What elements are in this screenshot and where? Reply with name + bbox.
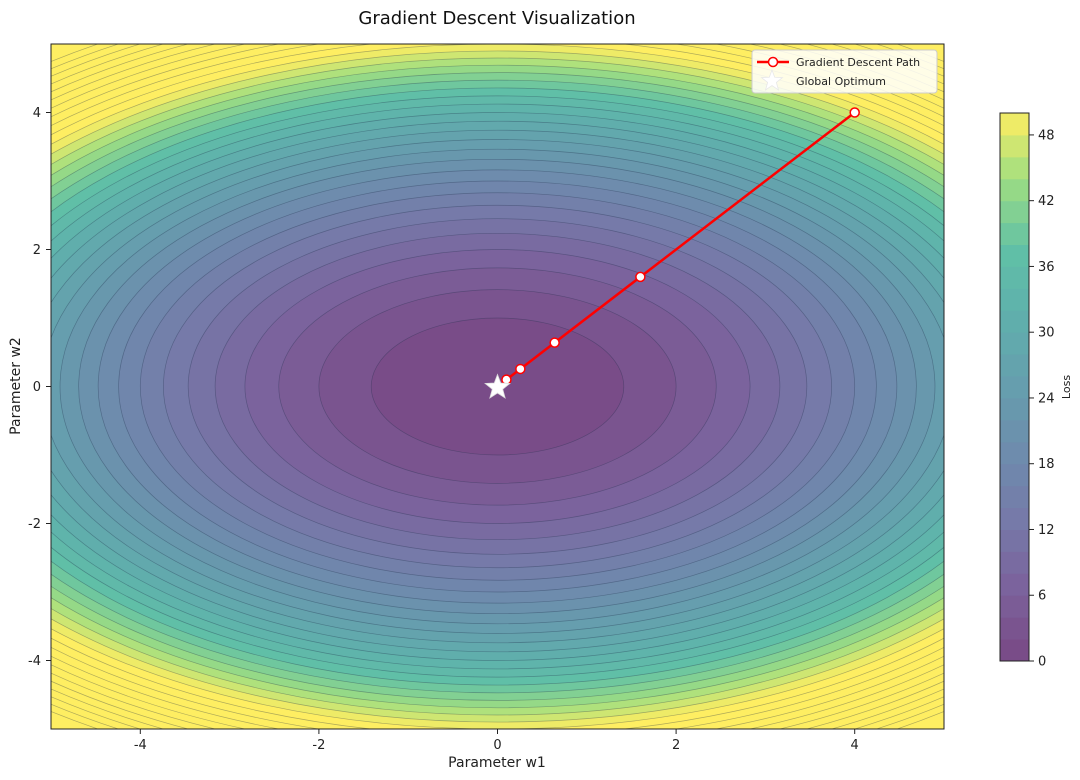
colorbar-band [1000, 156, 1029, 180]
legend-star-icon [760, 68, 784, 91]
colorbar-band [1000, 639, 1029, 662]
contour-line [51, 72, 944, 701]
colorbar-tick-label: 48 [1038, 128, 1055, 143]
contour-line [51, 103, 944, 670]
global-optimum-star [484, 373, 511, 399]
colorbar-band [1000, 485, 1029, 509]
contour-line [318, 289, 677, 484]
contour-line [51, 120, 944, 653]
colorbar-band [1000, 397, 1029, 421]
gradient-descent-point [635, 271, 646, 283]
legend: Gradient Descent Path Global Optimum [751, 49, 938, 94]
colorbar-band [1000, 332, 1029, 355]
colorbar-tick-label: 6 [1038, 589, 1046, 604]
y-tick-label: -2 [28, 517, 41, 532]
colorbar-label: Loss [1060, 375, 1073, 399]
colorbar-tick-label: 18 [1038, 457, 1055, 472]
x-tick-label: -4 [134, 738, 147, 753]
y-tick-label: -4 [28, 654, 41, 669]
colorbar-tick-label: 30 [1038, 326, 1055, 341]
colorbar-band [1000, 419, 1029, 443]
colorbar-band [1000, 573, 1029, 596]
x-axis: -4 -2 0 2 4 [134, 729, 859, 753]
colorbar-band [1000, 507, 1029, 530]
legend-label-path: Gradient Descent Path [796, 56, 920, 69]
colorbar-tick-label: 24 [1038, 391, 1055, 406]
x-tick-label: 4 [851, 738, 859, 753]
contour-line [78, 158, 917, 615]
contour-line [139, 192, 856, 581]
contour-line [187, 218, 808, 555]
colorbar-band [1000, 595, 1029, 618]
x-axis-label: Parameter w1 [448, 755, 546, 771]
chart-title: Gradient Descent Visualization [358, 8, 635, 29]
colorbar-tick-label: 42 [1038, 194, 1055, 209]
colorbar-band [1000, 288, 1029, 311]
y-tick-label: 0 [33, 380, 41, 395]
contour-line [118, 180, 877, 593]
contour-line [97, 169, 898, 604]
colorbar-frame [999, 112, 1030, 662]
contour-line [370, 317, 625, 456]
y-axis: -4 -2 0 2 4 [28, 106, 51, 669]
colorbar-band [1000, 376, 1029, 399]
gradient-descent-point [515, 363, 526, 375]
gradient-descent-series [501, 107, 860, 385]
colorbar-band [1000, 529, 1029, 552]
colorbar-band [1000, 354, 1029, 377]
colorbar-ticks: 0 6 12 18 24 30 36 42 48 [1029, 128, 1055, 670]
gradient-descent-point [549, 337, 560, 348]
colorbar-bands [1000, 113, 1029, 662]
contour-line [163, 204, 832, 569]
contour-line [51, 87, 944, 686]
colorbar-band [1000, 551, 1029, 574]
colorbar-band [1000, 222, 1029, 246]
contour-line [51, 79, 944, 694]
contour-line [51, 64, 944, 709]
optimum-layer [484, 373, 511, 399]
colorbar-band [1000, 113, 1029, 136]
colorbar-band [1000, 617, 1029, 640]
contour-line [51, 95, 944, 678]
x-tick-label: 2 [672, 738, 680, 753]
y-axis-label: Parameter w2 [8, 337, 24, 435]
contour-line [51, 57, 944, 716]
contour-line [51, 139, 944, 634]
x-tick-label: -2 [312, 738, 325, 753]
legend-box [751, 49, 938, 94]
contour-line [278, 267, 717, 506]
contour-line [51, 50, 944, 723]
colorbar-tick-label: 0 [1038, 655, 1046, 670]
colorbar: 0 6 12 18 24 30 36 42 48 Loss [999, 112, 1073, 670]
gradient-descent-point [849, 107, 860, 118]
colorbar-band [1000, 266, 1029, 289]
colorbar-band [1000, 310, 1029, 333]
legend-label-optimum: Global Optimum [796, 75, 886, 88]
contour-line [59, 148, 936, 625]
y-tick-label: 4 [33, 106, 41, 121]
colorbar-band [1000, 134, 1029, 158]
colorbar-band [1000, 441, 1029, 465]
colorbar-band [1000, 178, 1029, 202]
contour-line [51, 129, 944, 644]
y-tick-label: 2 [33, 243, 41, 258]
legend-path-marker [767, 56, 779, 68]
contour-line [214, 232, 781, 541]
contour-line [244, 249, 751, 524]
colorbar-band [1000, 463, 1029, 487]
colorbar-tick-label: 36 [1038, 260, 1055, 275]
x-tick-label: 0 [493, 738, 501, 753]
colorbar-tick-label: 12 [1038, 523, 1055, 538]
colorbar-band [1000, 200, 1029, 224]
contour-line [51, 112, 944, 661]
colorbar-band [1000, 244, 1029, 267]
